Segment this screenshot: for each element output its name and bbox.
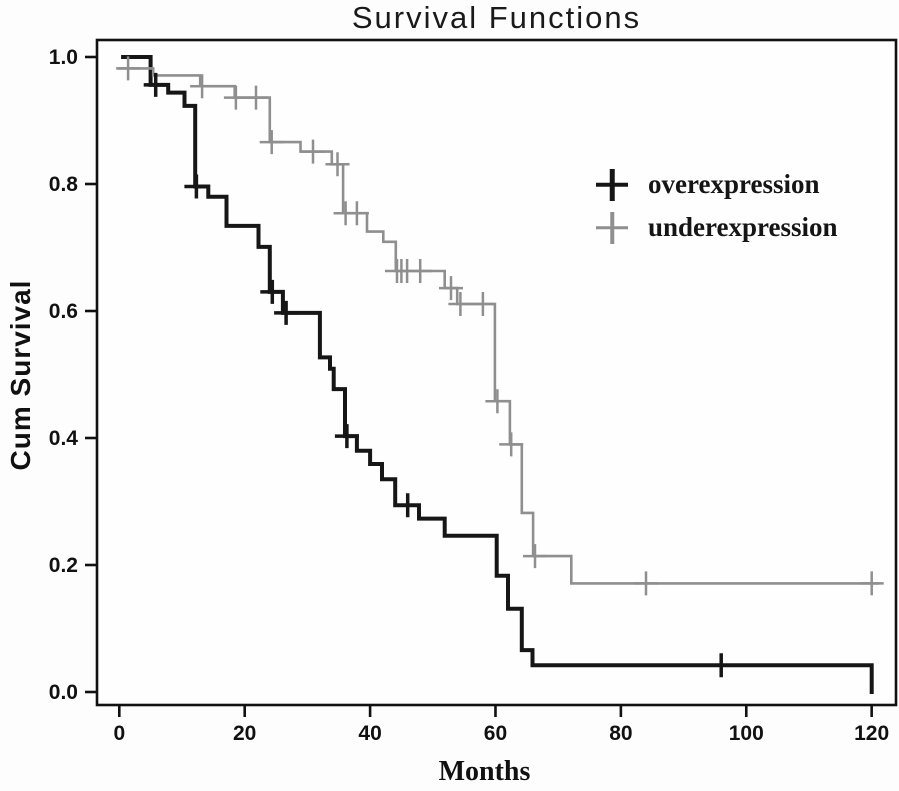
x-tick-label: 60 (484, 722, 507, 745)
y-tick-label: 0.6 (49, 300, 78, 323)
x-tick-label: 120 (854, 722, 889, 745)
legend-label: overexpression (648, 169, 820, 199)
plot-frame (95, 38, 898, 707)
legend-item-overexpression: overexpression (596, 166, 838, 203)
axis-ticks: 0 20 40 60 80 100 120 1.0 0.8 0.6 0.4 0.2 0.0 (49, 46, 889, 745)
censor-marks-underexpression (116, 56, 884, 596)
chart-title: Survival Functions (351, 0, 642, 35)
y-tick-label: 0.4 (49, 427, 79, 450)
censor-marks-overexpression (143, 72, 734, 678)
x-tick-label: 100 (729, 722, 764, 745)
underexpression-censor-marker-icon (596, 211, 628, 244)
legend: overexpression underexpression (596, 166, 838, 246)
y-tick-label: 0.2 (49, 554, 78, 577)
overexpression-censor-marker-icon (596, 168, 628, 201)
legend-item-underexpression: underexpression (596, 209, 838, 246)
censor-markers (116, 56, 884, 678)
x-tick-label: 80 (609, 722, 632, 745)
y-tick-label: 0.0 (49, 681, 78, 704)
y-tick-label: 1.0 (49, 46, 78, 69)
x-tick-label: 20 (233, 722, 256, 745)
x-tick-label: 0 (113, 722, 125, 745)
legend-label: underexpression (648, 212, 838, 242)
x-tick-label: 40 (358, 722, 381, 745)
y-tick-label: 0.8 (49, 173, 79, 196)
x-axis-label: Months (438, 756, 531, 787)
